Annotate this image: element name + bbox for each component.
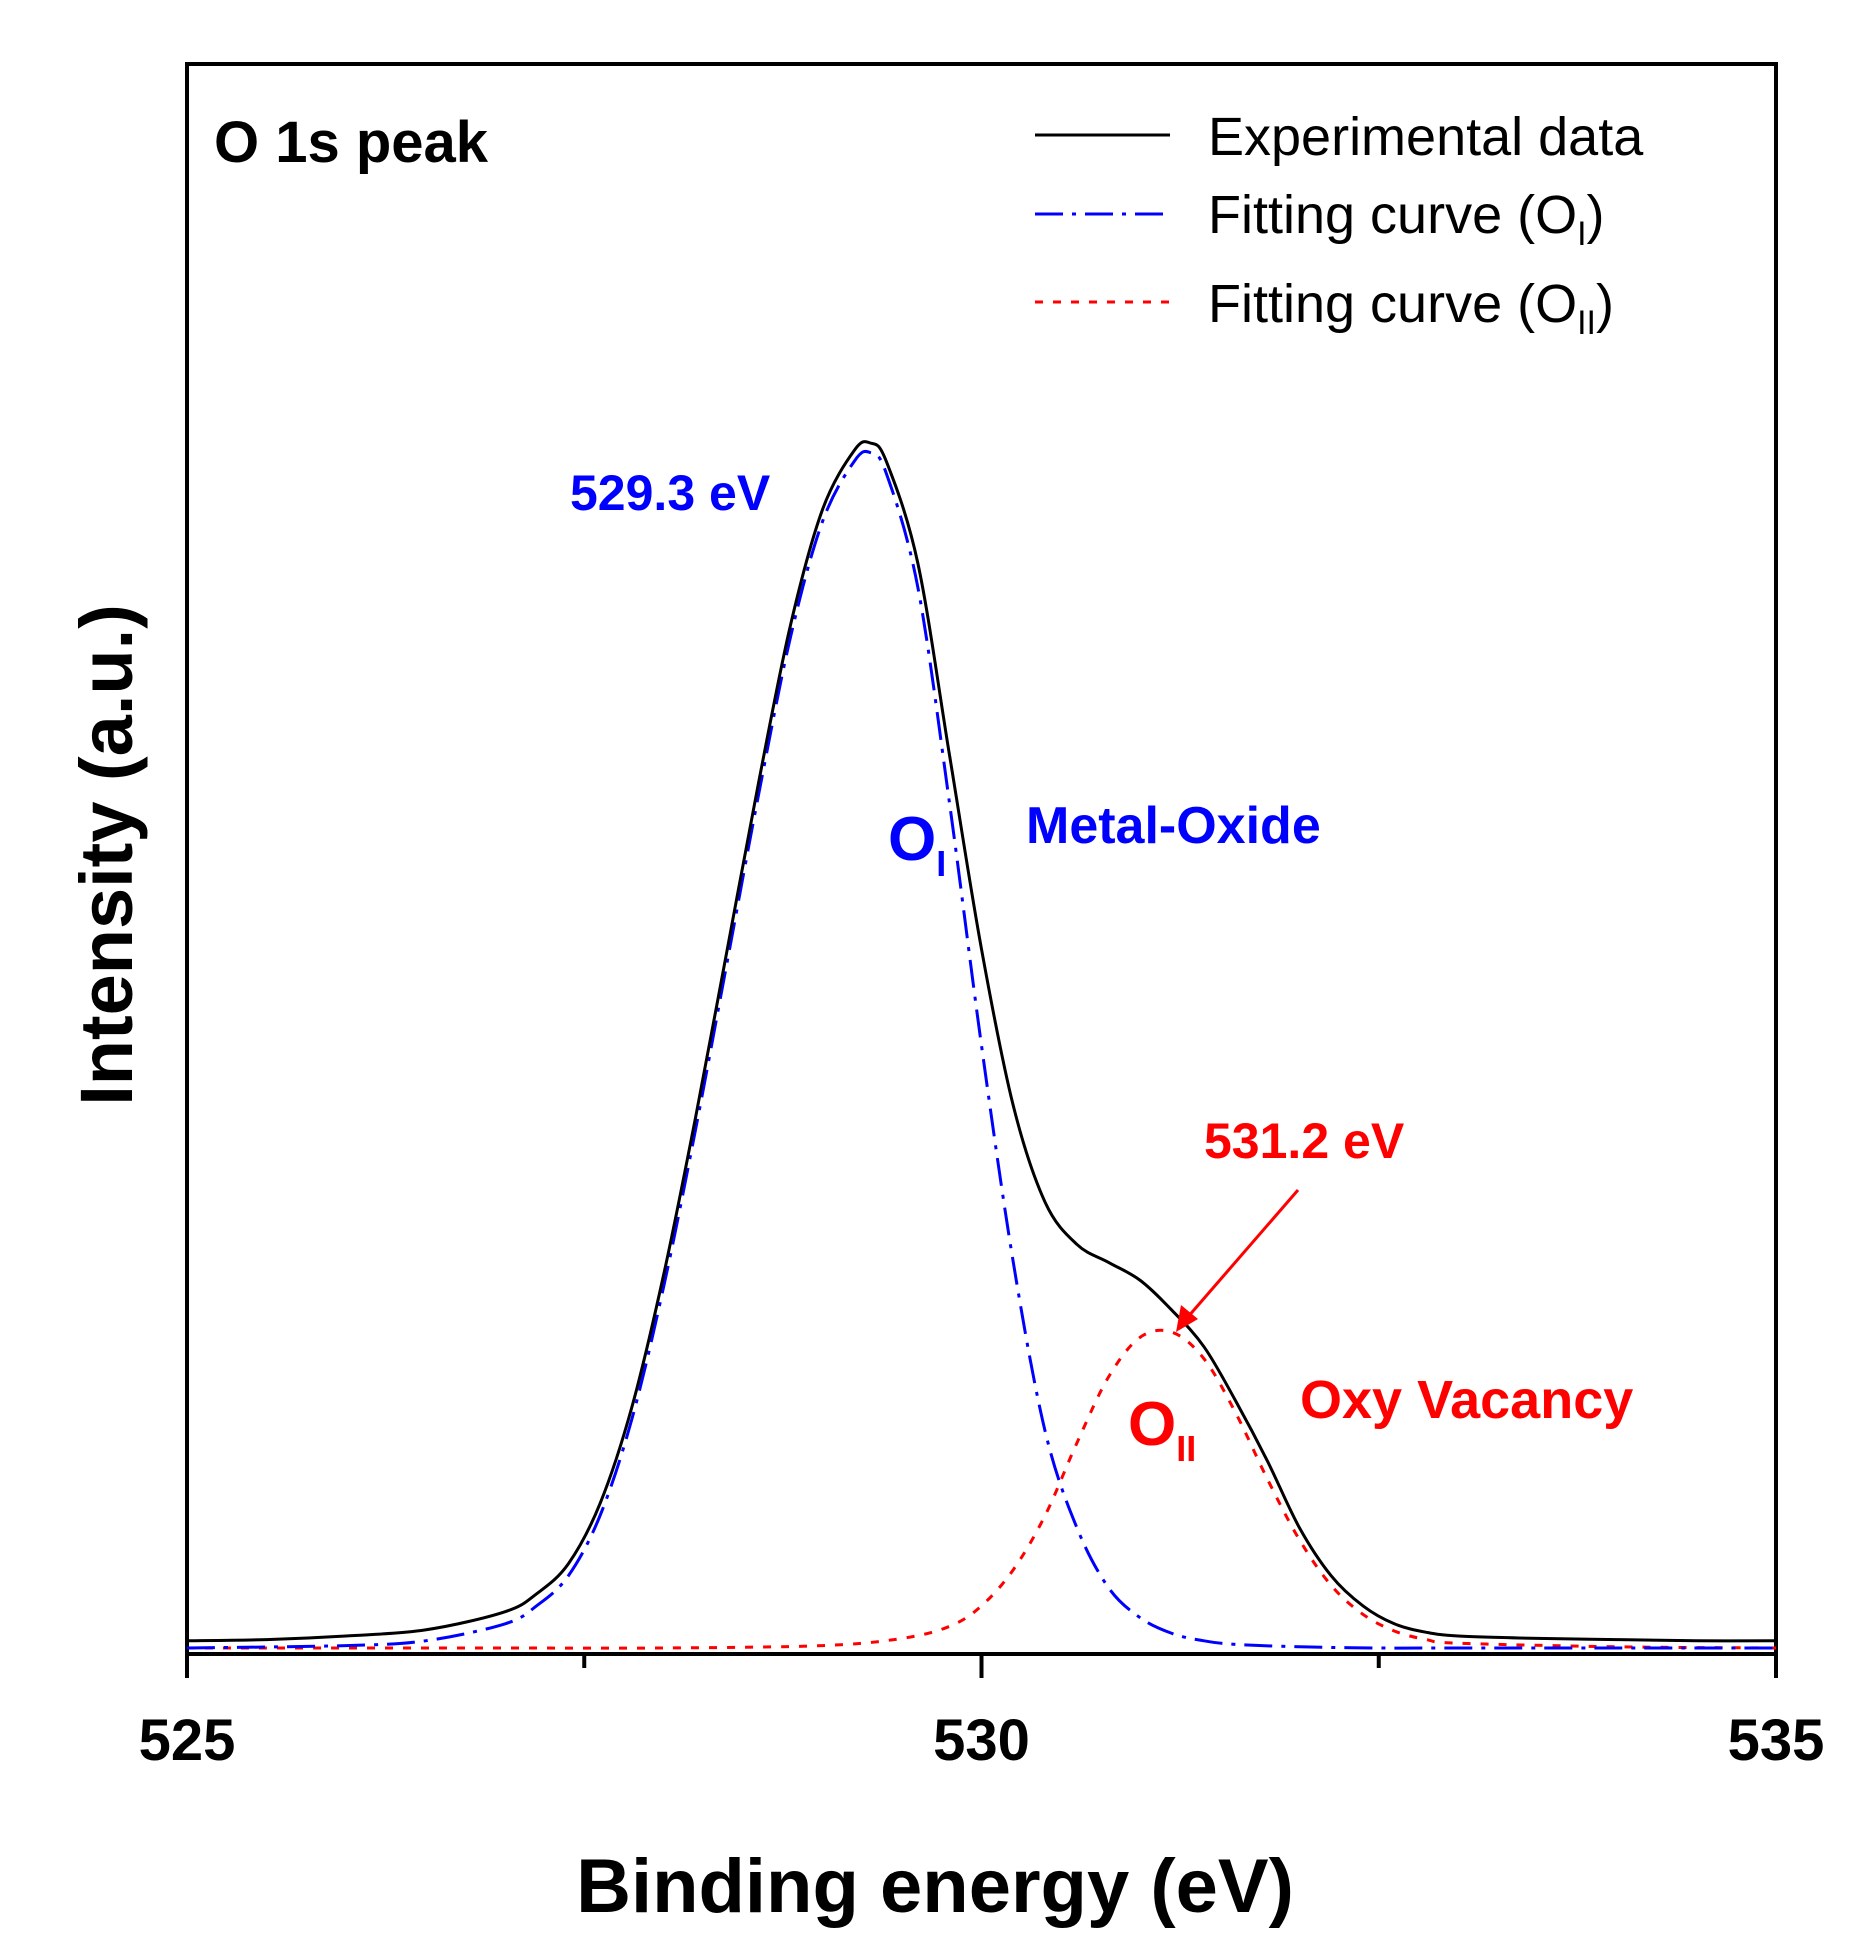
y-axis-title: Intensity (a.u.): [65, 604, 148, 1106]
legend-label-fit-oii: Fitting curve (OII): [1208, 274, 1614, 342]
legend-label-fit-oi: Fitting curve (OI): [1208, 185, 1605, 253]
peak2-arrow-shaft: [1185, 1189, 1300, 1319]
x-tick-label-530: 530: [933, 1708, 1030, 1773]
x-axis-ticks: [185, 1654, 1778, 1678]
peak1-symbol: OI: [888, 805, 946, 884]
series-fit-oi-line: [186, 449, 1776, 1650]
peak2-species-label: Oxy Vacancy: [1300, 1370, 1633, 1430]
x-axis-tick-labels: 525 530 535: [139, 1708, 1825, 1773]
peak1-species-label: Metal-Oxide: [1026, 797, 1321, 855]
series-layer: [186, 440, 1777, 1650]
peak2-arrow-head: [1176, 1305, 1198, 1332]
peak1-energy-label: 529.3 eV: [570, 465, 771, 521]
legend: Experimental data Fitting curve (OI) Fit…: [1035, 107, 1644, 342]
x-axis-title: Binding energy (eV): [576, 1844, 1294, 1929]
chart-title: O 1s peak: [214, 110, 489, 175]
x-tick-label-535: 535: [1728, 1708, 1825, 1773]
peak2-symbol: OII: [1128, 1390, 1196, 1469]
x-tick-label-525: 525: [139, 1708, 236, 1773]
peak2-energy-label: 531.2 eV: [1204, 1113, 1405, 1169]
series-experimental-line: [186, 440, 1777, 1643]
legend-label-experimental: Experimental data: [1208, 107, 1644, 167]
